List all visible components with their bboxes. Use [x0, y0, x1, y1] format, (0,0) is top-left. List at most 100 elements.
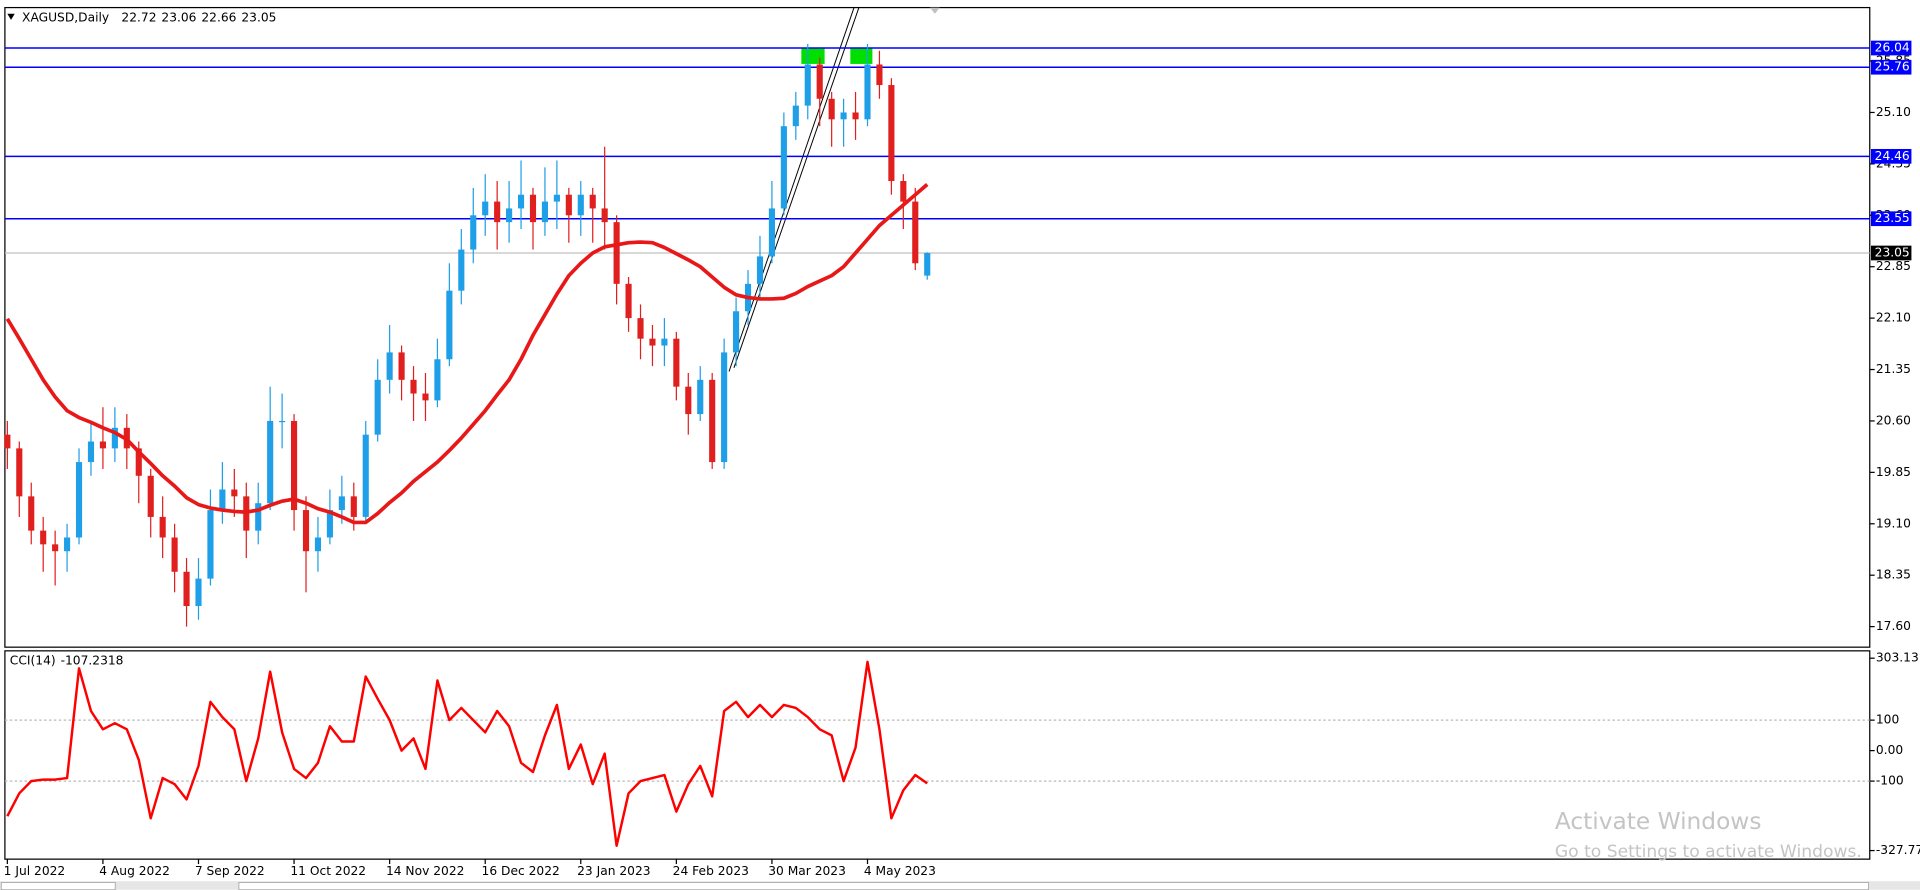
high-value: 23.06 — [161, 10, 196, 24]
low-value: 22.66 — [201, 10, 236, 24]
candle-body — [207, 510, 214, 579]
level-label-box — [1870, 40, 1912, 56]
candle-body — [876, 64, 883, 86]
candle-body — [721, 352, 728, 463]
indicator-value: -107.2318 — [61, 653, 124, 667]
candle-body — [374, 379, 381, 435]
candle-body — [183, 571, 190, 607]
candle-body — [494, 201, 501, 223]
candle-body — [768, 208, 775, 257]
candle-body — [398, 352, 405, 380]
candle-body — [64, 537, 71, 552]
candle-body — [87, 441, 95, 463]
level-label: 26.04 — [1875, 41, 1910, 55]
candle-body — [912, 201, 919, 264]
level-label: 24.46 — [1875, 149, 1910, 163]
y-tick-label: 303.131 — [1876, 651, 1920, 665]
scrollbar[interactable] — [238, 882, 1869, 890]
symbol: XAGUSD,Daily — [22, 10, 109, 24]
candle-body — [147, 475, 154, 517]
candle-body — [99, 441, 106, 449]
x-tick-label: 16 Dec 2022 — [482, 864, 560, 878]
candle-body — [314, 537, 322, 552]
candle-body — [553, 194, 560, 202]
price-label: 23.05 — [1875, 245, 1910, 259]
candle-body — [338, 496, 345, 511]
tab[interactable] — [0, 882, 116, 890]
candle-body — [613, 222, 620, 284]
y-tick-label: -100 — [1876, 774, 1904, 788]
y-tick-label: 21.35 — [1876, 362, 1911, 376]
candle-body — [302, 510, 310, 552]
candle-body — [840, 112, 847, 120]
candle-body — [171, 537, 178, 572]
x-tick-label: 30 Mar 2023 — [768, 864, 846, 878]
candle-body — [422, 393, 429, 401]
x-tick-label: 11 Oct 2022 — [290, 864, 366, 878]
x-tick-label: 4 Aug 2022 — [99, 864, 170, 878]
price-label-box — [1870, 245, 1912, 261]
candle-body — [470, 215, 477, 250]
candle-body — [924, 252, 931, 276]
candle-body — [255, 503, 262, 531]
indicator-title: CCI(14) — [10, 653, 56, 667]
watermark-subtitle: Go to Settings to activate Windows. — [1555, 842, 1862, 862]
candle-body — [135, 448, 142, 476]
level-label-box — [1870, 211, 1912, 227]
candle-body — [482, 201, 489, 216]
candle-body — [792, 105, 799, 127]
moving-average — [5, 183, 929, 525]
level-label-box — [1870, 148, 1912, 164]
candle-body — [219, 489, 226, 511]
y-tick-label: 18.35 — [1876, 568, 1911, 582]
candle-body — [697, 379, 704, 415]
candle-body — [231, 489, 238, 497]
cci-line — [6, 660, 928, 847]
candle-body — [446, 290, 453, 360]
candle-body — [529, 194, 537, 223]
candle-body — [541, 201, 549, 223]
candle-body — [267, 420, 274, 504]
x-tick-label: 1 Jul 2022 — [4, 864, 66, 878]
top-marker — [850, 48, 873, 64]
candle-body — [279, 420, 286, 423]
candle-body — [828, 98, 835, 120]
y-tick-label: -327.776 — [1876, 843, 1920, 857]
y-tick-label: 17.60 — [1876, 619, 1911, 633]
candle-body — [386, 352, 393, 380]
candle-body — [756, 256, 764, 284]
x-tick-label: 4 May 2023 — [864, 864, 936, 878]
y-tick-label: 19.10 — [1876, 516, 1911, 530]
candle-body — [577, 194, 584, 216]
candle-body — [565, 194, 572, 216]
x-tick-label: 14 Nov 2022 — [386, 864, 464, 878]
candle-body — [434, 359, 441, 401]
candle-body — [52, 544, 59, 552]
y-tick-label: 100 — [1876, 713, 1899, 727]
candle-body — [4, 434, 11, 449]
candle-body — [673, 338, 680, 387]
candle-body — [733, 311, 740, 353]
candle-body — [458, 249, 465, 291]
chart-header: XAGUSD,Daily 22.72 23.06 22.66 23.05 — [22, 10, 276, 24]
y-tick-label: 25.10 — [1876, 105, 1911, 119]
x-tick-label: 24 Feb 2023 — [673, 864, 749, 878]
candle-body — [888, 85, 895, 182]
candle-body — [159, 516, 166, 538]
candle-body — [661, 338, 668, 346]
candle-body — [709, 379, 716, 463]
candle-body — [362, 434, 369, 517]
candle-body — [852, 112, 859, 120]
level-label: 23.55 — [1875, 211, 1910, 225]
candle-body — [350, 496, 357, 517]
indicator-pane — [4, 650, 1871, 860]
shift-marker — [929, 7, 940, 14]
indicator-header: CCI(14) -107.2318 — [10, 653, 124, 667]
top-marker — [801, 48, 825, 64]
y-tick-label: 19.85 — [1876, 465, 1911, 479]
candle-body — [111, 427, 118, 449]
candle-body — [40, 530, 47, 545]
y-tick-label: 0.00 — [1876, 743, 1903, 757]
